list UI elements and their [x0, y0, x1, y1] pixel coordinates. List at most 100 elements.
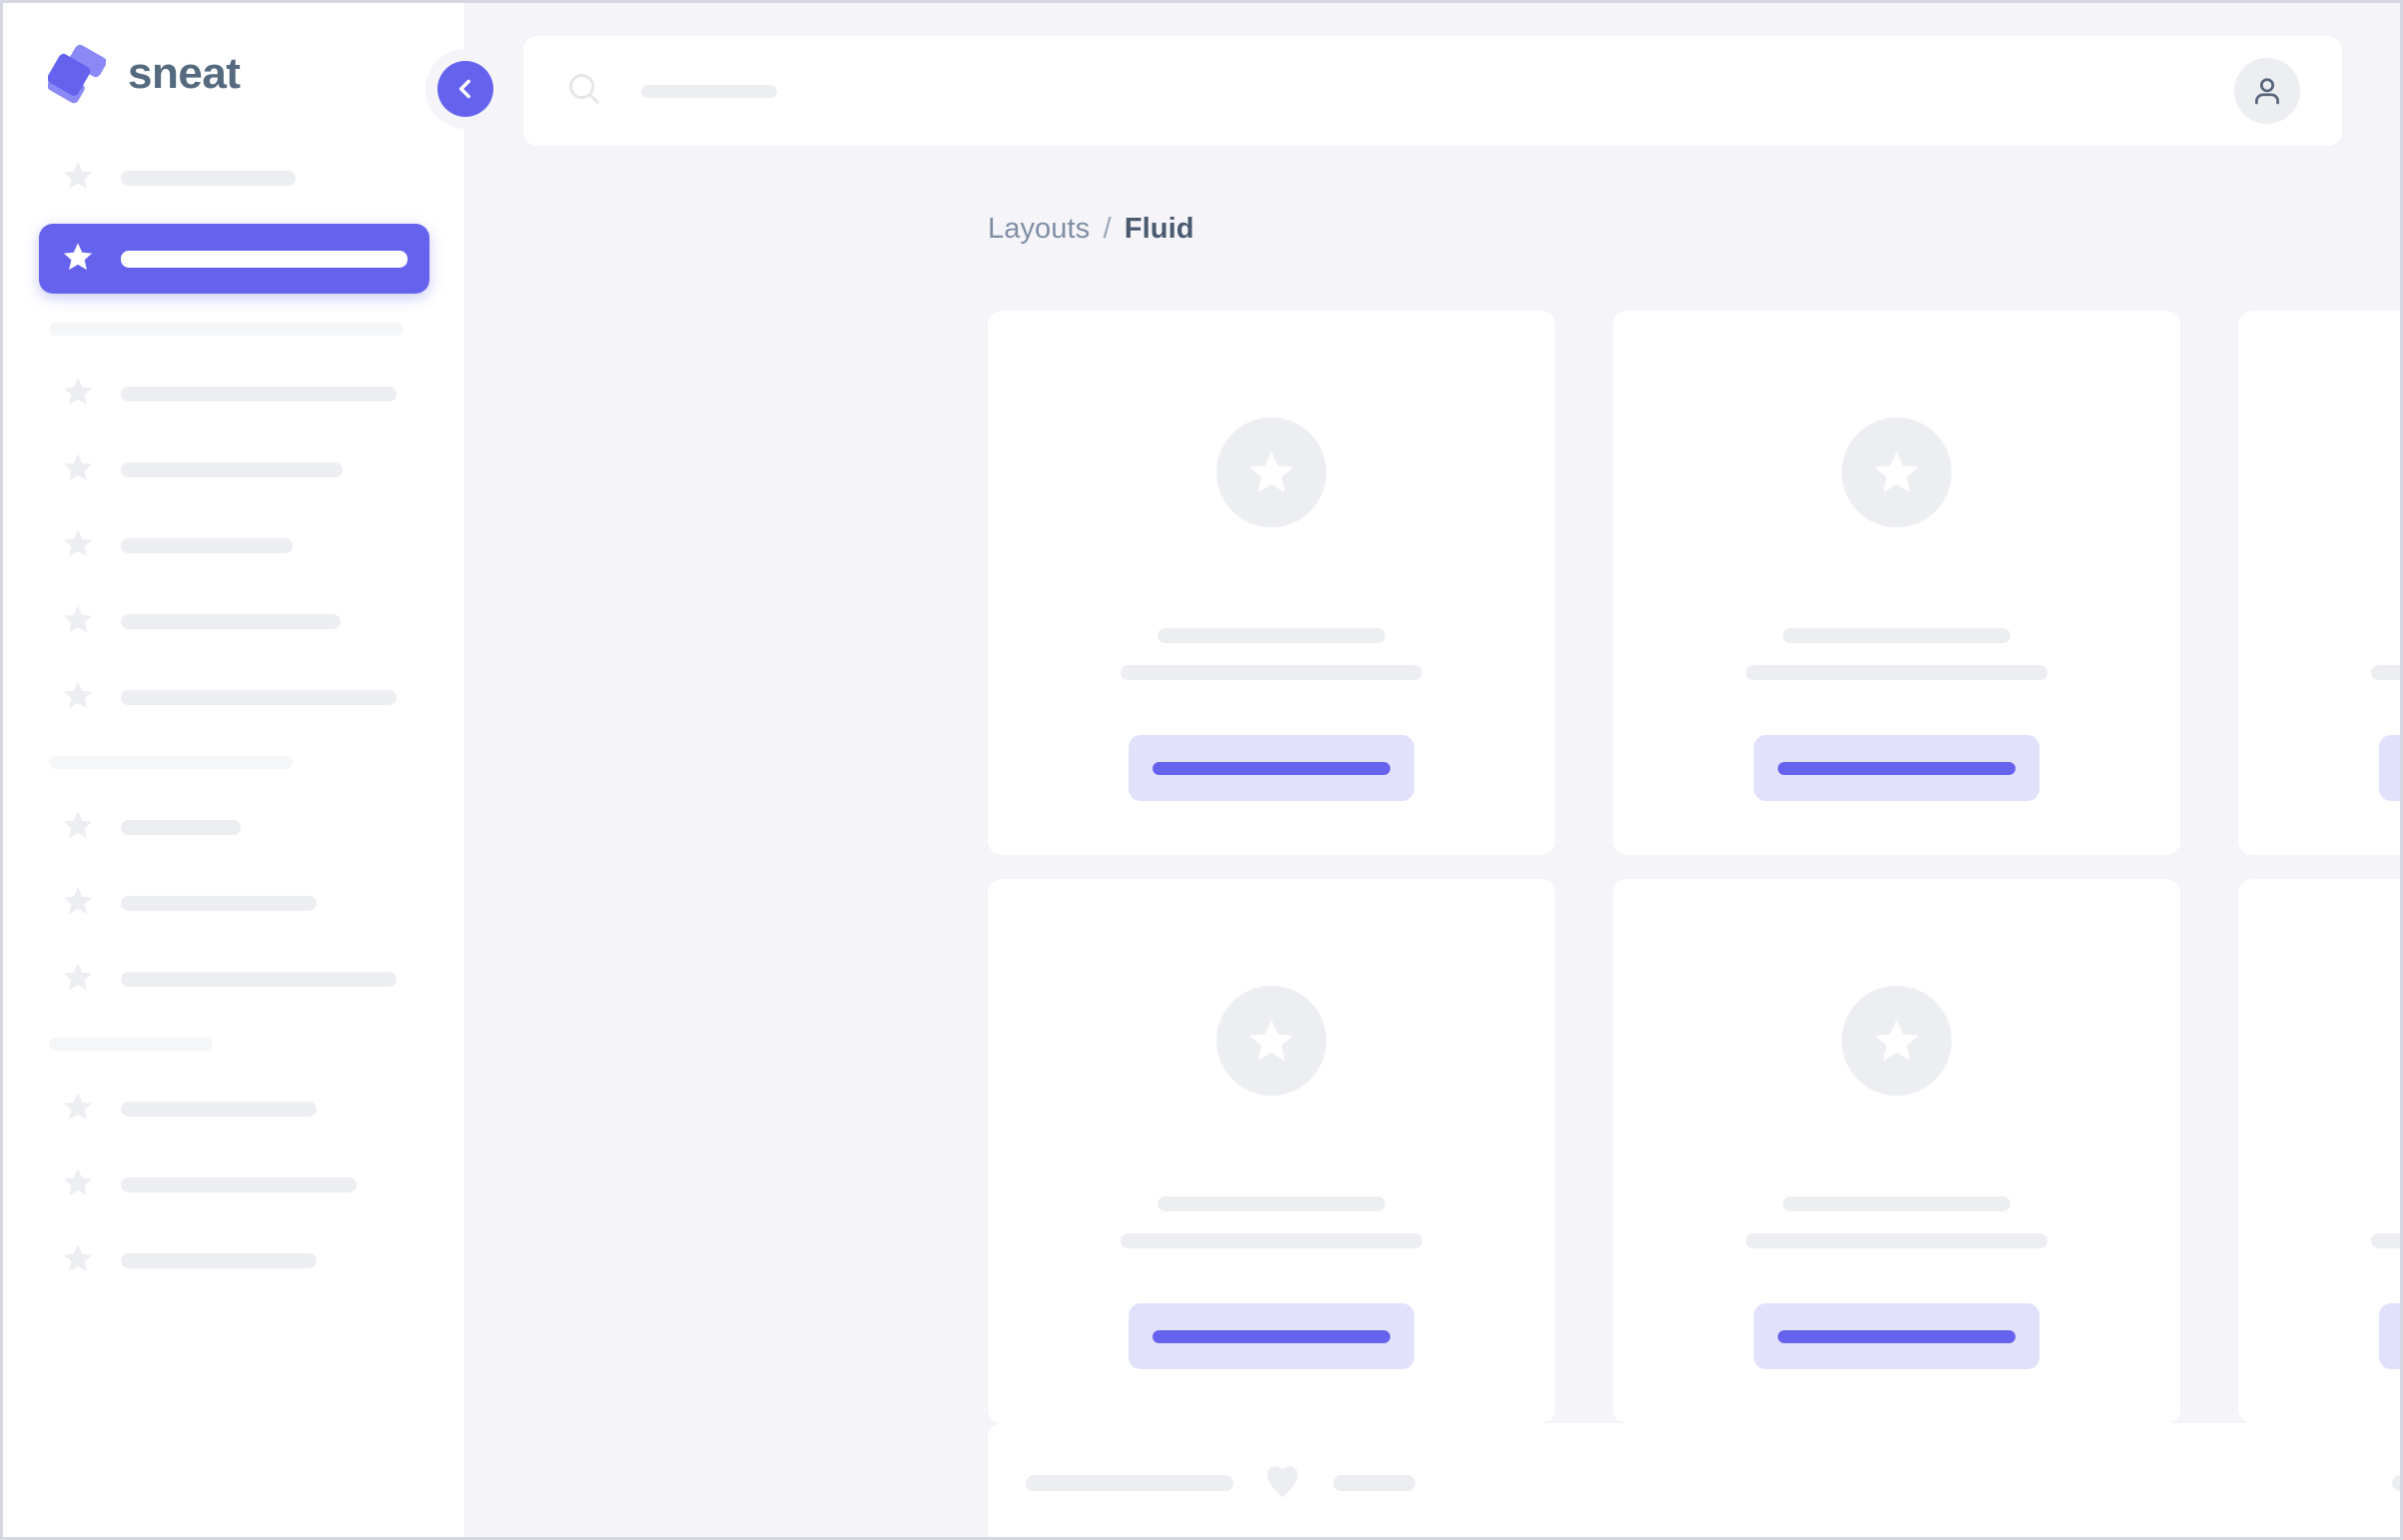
- sidebar-item-label: [121, 1176, 357, 1192]
- card-action-button[interactable]: [1754, 1303, 2039, 1369]
- sidebar-item[interactable]: [39, 364, 429, 423]
- sidebar-item-label: [121, 819, 241, 835]
- star-icon: [61, 159, 95, 198]
- card-action-button[interactable]: [1129, 735, 1414, 801]
- card-action-button[interactable]: [2379, 735, 2400, 801]
- card-subtitle: [1121, 1233, 1422, 1248]
- search-icon[interactable]: [565, 70, 603, 113]
- breadcrumb-separator: /: [1103, 213, 1112, 245]
- sidebar-item-label: [121, 385, 397, 401]
- breadcrumb-parent[interactable]: Layouts: [988, 213, 1091, 245]
- sidebar-item[interactable]: [39, 515, 429, 575]
- star-icon: [61, 375, 95, 413]
- footer-link[interactable]: [2392, 1475, 2400, 1491]
- user-icon: [2250, 74, 2284, 108]
- star-icon: [61, 884, 95, 923]
- card-title: [1783, 1196, 2010, 1211]
- star-icon: [61, 240, 95, 279]
- sidebar-item[interactable]: [39, 797, 429, 857]
- star-icon: [1245, 1015, 1297, 1067]
- sidebar-item-label: [121, 250, 407, 268]
- star-icon: [61, 1090, 95, 1129]
- sidebar-item[interactable]: [39, 1230, 429, 1290]
- star-icon: [61, 960, 95, 999]
- menu-spacer: [3, 1214, 465, 1230]
- divider-line: [49, 322, 403, 336]
- sidebar-item-label: [121, 1101, 317, 1117]
- sidebar-item[interactable]: [39, 591, 429, 651]
- card-subtitle: [1746, 665, 2047, 680]
- sidebar: sneat: [3, 3, 505, 1537]
- star-icon: [1871, 446, 1923, 498]
- sidebar-item-label: [121, 971, 397, 987]
- search-input[interactable]: [641, 84, 777, 98]
- page-footer: [988, 1423, 2400, 1537]
- brand-name: sneat: [128, 49, 241, 98]
- card-row: [988, 879, 2400, 1423]
- sidebar-section-divider: [3, 294, 465, 364]
- content-card: [988, 311, 1555, 855]
- sidebar-item[interactable]: [39, 949, 429, 1009]
- footer-left: [1026, 1460, 1415, 1507]
- sidebar-item[interactable]: [39, 148, 429, 208]
- card-action-button[interactable]: [1129, 1303, 1414, 1369]
- card-row: [988, 311, 2400, 855]
- sidebar-item[interactable]: [39, 1155, 429, 1214]
- sidebar-item[interactable]: [39, 439, 429, 499]
- sidebar-collapse-button[interactable]: [437, 61, 493, 117]
- menu-spacer: [3, 1139, 465, 1155]
- star-icon: [1245, 446, 1297, 498]
- star-icon: [61, 602, 95, 641]
- card-subtitle: [2371, 665, 2400, 680]
- avatar[interactable]: [2234, 58, 2300, 124]
- menu-spacer: [3, 933, 465, 949]
- sidebar-item-label: [121, 1252, 317, 1268]
- sidebar-item-label: [121, 170, 296, 186]
- content-card: [2238, 879, 2400, 1423]
- footer-author-text: [1333, 1475, 1415, 1491]
- sidebar-section-divider: [3, 1009, 465, 1079]
- sidebar-item[interactable]: [39, 667, 429, 727]
- card-action-button-label: [1778, 761, 2015, 775]
- menu-spacer: [3, 575, 465, 591]
- sidebar-item[interactable]: [39, 873, 429, 933]
- star-icon: [61, 1241, 95, 1280]
- sidebar-item-label: [121, 537, 293, 553]
- sidebar-item-label: [121, 613, 341, 629]
- card-avatar: [1842, 986, 1952, 1096]
- sidebar-item-active[interactable]: [39, 224, 429, 294]
- content-card: [2238, 311, 2400, 855]
- content-card: [1613, 879, 2180, 1423]
- star-icon: [1871, 1015, 1923, 1067]
- sidebar-section-divider: [3, 727, 465, 797]
- card-title: [1783, 628, 2010, 643]
- sidebar-item[interactable]: [39, 1079, 429, 1139]
- sidebar-menu: [3, 148, 465, 1290]
- top-navbar: [523, 36, 2342, 146]
- card-action-button[interactable]: [1754, 735, 2039, 801]
- menu-spacer: [3, 499, 465, 515]
- card-title: [1158, 628, 1385, 643]
- star-icon: [61, 450, 95, 489]
- sidebar-item-label: [121, 689, 397, 705]
- star-icon: [61, 526, 95, 565]
- divider-line: [49, 1037, 213, 1051]
- brand[interactable]: sneat: [48, 41, 241, 107]
- sidebar-collapse-wrap: [425, 49, 505, 129]
- divider-line: [49, 755, 293, 769]
- content-card: [988, 879, 1555, 1423]
- footer-copyright-text: [1026, 1475, 1233, 1491]
- content-area: Layouts / Fluid: [465, 3, 2400, 1537]
- card-title: [1158, 1196, 1385, 1211]
- card-avatar: [1216, 417, 1326, 527]
- card-action-button[interactable]: [2379, 1303, 2400, 1369]
- breadcrumb: Layouts / Fluid: [988, 213, 1195, 246]
- card-subtitle: [1121, 665, 1422, 680]
- heart-icon: [1233, 1460, 1303, 1507]
- chevron-left-icon: [452, 76, 478, 102]
- sneat-logo-icon: [48, 43, 106, 105]
- card-subtitle: [2371, 1233, 2400, 1248]
- card-action-button-label: [1153, 761, 1390, 775]
- card-subtitle: [1746, 1233, 2047, 1248]
